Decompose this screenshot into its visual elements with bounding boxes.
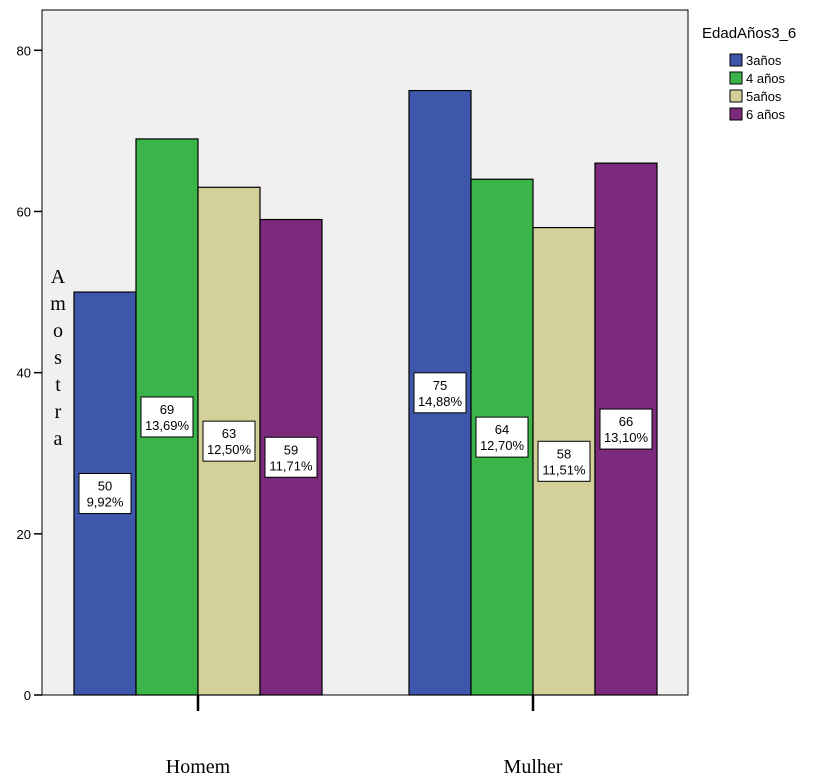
legend-label-3: 6 años <box>746 107 786 122</box>
x-category-label-mulher: Mulher <box>504 756 563 778</box>
y-tick-label-3: 60 <box>17 204 31 219</box>
data-label-count: 63 <box>222 426 236 441</box>
data-label-box <box>78 473 132 515</box>
legend-label-1: 4 años <box>746 71 786 86</box>
data-label-percent: 14,88% <box>418 394 463 409</box>
x-axis: Homem Mulher <box>166 695 563 778</box>
data-label-count: 50 <box>98 479 112 494</box>
data-label-percent: 11,71% <box>269 458 313 473</box>
y-tick-label-1: 20 <box>17 527 31 542</box>
data-label-percent: 13,69% <box>145 418 190 433</box>
data-label-box <box>599 408 653 450</box>
y-axis: 0 20 40 60 80 <box>17 43 42 703</box>
data-label-box <box>264 436 318 478</box>
y-axis-label-char-2: o <box>53 320 63 342</box>
y-axis-label-char-0: A <box>51 266 66 288</box>
data-label-percent: 11,51% <box>542 462 586 477</box>
data-label-box <box>475 416 529 458</box>
data-label-homem-series-0: 509,92% <box>78 473 132 515</box>
y-axis-label-char-1: m <box>50 293 66 315</box>
legend-swatch-2 <box>729 89 743 103</box>
legend: EdadAños3_6 3años 4 años 5años 6 años <box>702 25 796 122</box>
legend-swatch-0 <box>729 53 743 67</box>
y-tick-label-0: 0 <box>24 688 31 703</box>
data-label-percent: 12,70% <box>480 438 525 453</box>
y-axis-label-char-4: t <box>55 374 61 396</box>
data-label-count: 69 <box>160 402 174 417</box>
y-tick-label-2: 40 <box>17 366 31 381</box>
legend-title: EdadAños3_6 <box>702 25 796 42</box>
data-label-box <box>140 396 194 438</box>
data-label-box <box>202 420 256 462</box>
data-label-count: 64 <box>495 422 509 437</box>
data-label-percent: 13,10% <box>604 430 649 445</box>
y-axis-label-char-3: s <box>54 347 62 369</box>
data-label-box <box>413 372 467 414</box>
y-tick-label-4: 80 <box>17 43 31 58</box>
data-label-percent: 12,50% <box>207 442 252 457</box>
data-label-count: 66 <box>619 414 633 429</box>
y-axis-label-char-5: r <box>55 401 62 423</box>
data-label-percent: 9,92% <box>87 495 124 510</box>
legend-swatch-3 <box>729 107 743 121</box>
legend-label-0: 3años <box>746 53 782 68</box>
data-label-count: 75 <box>433 378 447 393</box>
x-category-label-homem: Homem <box>166 756 231 778</box>
legend-swatch-1 <box>729 71 743 85</box>
legend-label-2: 5años <box>746 89 782 104</box>
data-label-box <box>537 440 591 482</box>
data-label-count: 59 <box>284 442 298 457</box>
data-label-count: 58 <box>557 446 571 461</box>
y-axis-label-char-6: a <box>54 428 63 450</box>
